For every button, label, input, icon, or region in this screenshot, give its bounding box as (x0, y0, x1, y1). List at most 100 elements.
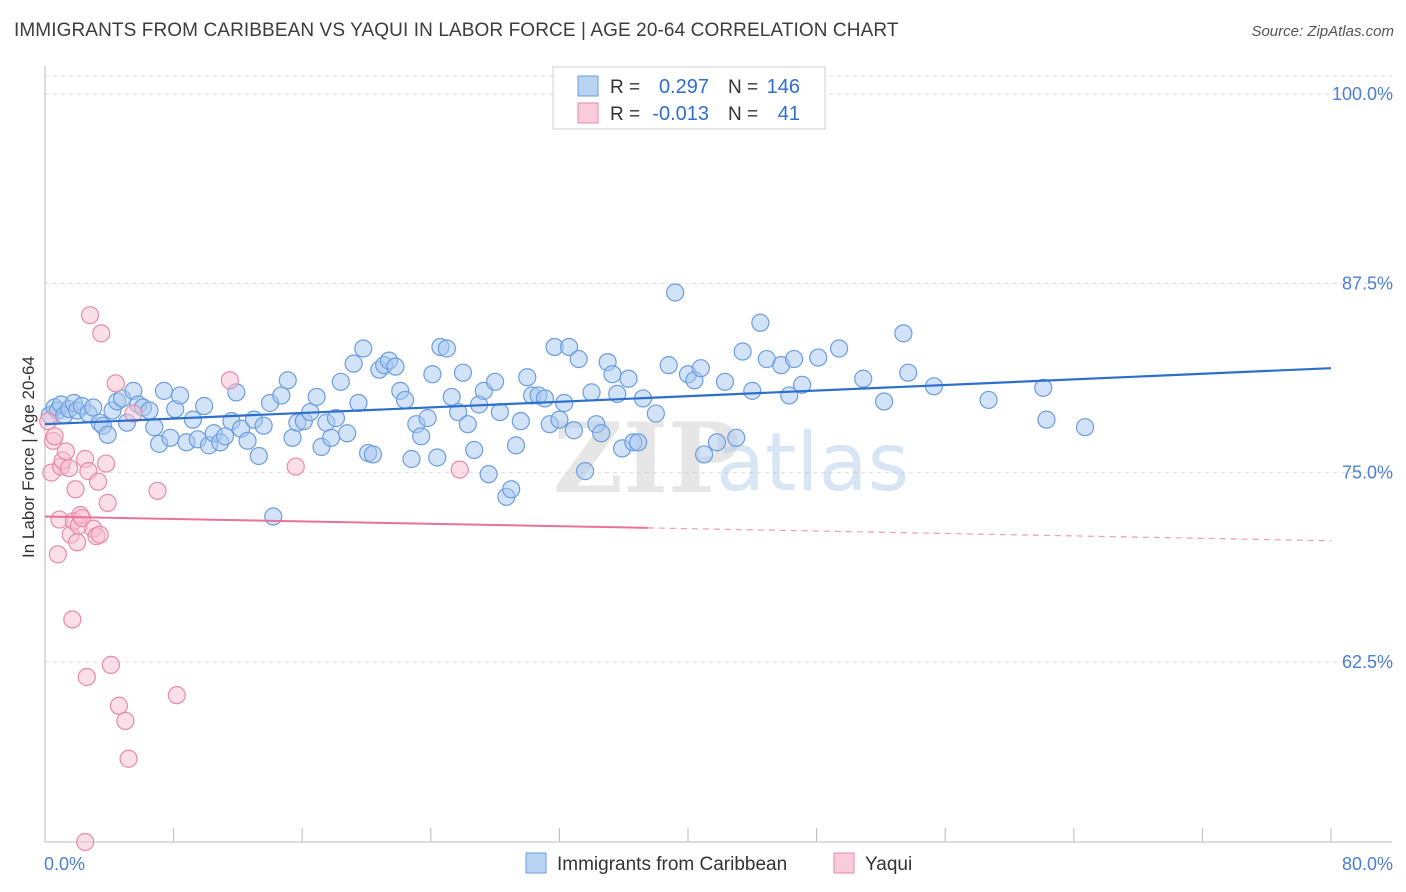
legend-r-value: -0.013 (652, 103, 709, 125)
caribbean-point (793, 375, 812, 394)
axes (44, 66, 1392, 843)
caribbean-point (646, 404, 665, 423)
caribbean-point (442, 387, 461, 407)
caribbean-trend-line (44, 367, 1332, 426)
caribbean-point (784, 349, 804, 369)
caribbean-point (238, 431, 257, 450)
caribbean-point (733, 342, 752, 361)
caribbean-point (215, 427, 235, 446)
bottom-legend-label-yaqui: Yaqui (865, 854, 912, 875)
legend-r-value: 0.297 (659, 76, 709, 98)
caribbean-point (140, 401, 159, 420)
yaqui-point (80, 306, 100, 325)
caribbean-point (666, 283, 685, 302)
bottom-legend-label-caribbean: Immigrants from Caribbean (557, 854, 787, 875)
caribbean-point (899, 363, 918, 382)
caribbean-point (264, 507, 283, 526)
caribbean-point (453, 363, 473, 382)
caribbean-point (428, 448, 447, 467)
caribbean-point (659, 356, 678, 375)
caribbean-point (550, 410, 569, 429)
legend-swatch-yaqui (577, 102, 599, 124)
yaqui-point (60, 458, 79, 478)
caribbean-point (254, 416, 273, 435)
yaqui-point (92, 324, 111, 343)
caribbean-point (751, 313, 770, 332)
yaqui-point (119, 749, 138, 768)
trend-lines (44, 367, 1332, 542)
caribbean-point (249, 446, 268, 466)
caribbean-point (344, 354, 363, 373)
caribbean-point (1037, 410, 1056, 429)
yaqui-point (124, 404, 143, 423)
caribbean-point (84, 398, 103, 417)
caribbean-point (592, 424, 611, 443)
caribbean-point (437, 339, 456, 358)
yaqui-point (76, 832, 95, 852)
caribbean-point (582, 383, 601, 402)
caribbean-point (307, 387, 326, 407)
yaqui-point (66, 480, 85, 499)
yaqui-point (148, 481, 167, 500)
caribbean-point (715, 372, 735, 391)
chart-source: Source: ZipAtlas.com (1251, 23, 1394, 40)
y-tick-label: 62.5% (1342, 652, 1393, 672)
caribbean-point (386, 357, 405, 376)
caribbean-point (479, 465, 498, 484)
caribbean-point (272, 386, 291, 405)
caribbean-point (349, 393, 368, 413)
caribbean-point (363, 445, 383, 464)
caribbean-point (854, 369, 873, 388)
yaqui-point (90, 525, 109, 544)
caribbean-point (743, 381, 762, 400)
caribbean-point (331, 372, 350, 391)
caribbean-point (576, 462, 595, 481)
bottom-legend: Immigrants from Caribbean Yaqui (525, 852, 912, 875)
caribbean-point (326, 409, 346, 428)
x-tick-label: 80.0% (1342, 854, 1393, 874)
bottom-legend-swatch-caribbean (525, 852, 547, 874)
caribbean-point (603, 365, 622, 384)
caribbean-point (154, 381, 174, 400)
caribbean-point (564, 421, 583, 440)
caribbean-point (691, 359, 710, 378)
caribbean-point (486, 372, 505, 391)
caribbean-point (354, 339, 373, 358)
yaqui-point (45, 427, 64, 446)
caribbean-point (183, 410, 202, 429)
legend-swatch-caribbean (577, 75, 599, 97)
legend-n-value: 146 (767, 76, 800, 98)
caribbean-point (875, 392, 894, 411)
caribbean-point (555, 393, 574, 413)
caribbean-point (1034, 378, 1053, 397)
y-tick-label: 75.0% (1342, 463, 1393, 483)
caribbean-point (707, 433, 727, 452)
caribbean-point (338, 424, 357, 443)
caribbean-point (518, 368, 537, 387)
yaqui-point (116, 711, 135, 730)
watermark-atlas: atlas (716, 416, 909, 509)
caribbean-point (283, 428, 302, 447)
caribbean-point (449, 402, 468, 422)
caribbean-point (1075, 418, 1095, 437)
yaqui-point (56, 442, 75, 461)
caribbean-point (559, 337, 579, 357)
legend-n-value: 41 (778, 103, 800, 125)
tick-labels: 100.0% 87.5% 75.0% 62.5% 0.0% 80.0% (44, 84, 1393, 874)
caribbean-point (694, 445, 714, 464)
yaqui-point (286, 457, 305, 476)
yaqui-point (220, 371, 239, 390)
caribbean-point (569, 349, 588, 369)
legend-n-label: N = (728, 77, 758, 98)
yaqui-point (450, 460, 469, 479)
caribbean-point (465, 440, 484, 460)
caribbean-point (195, 396, 214, 416)
yaqui-point (48, 545, 67, 564)
caribbean-point (322, 428, 341, 447)
yaqui-point (39, 412, 58, 431)
caribbean-point (145, 418, 164, 437)
x-tick-label: 0.0% (44, 854, 85, 874)
caribbean-point (412, 427, 431, 446)
caribbean-point (809, 348, 828, 367)
